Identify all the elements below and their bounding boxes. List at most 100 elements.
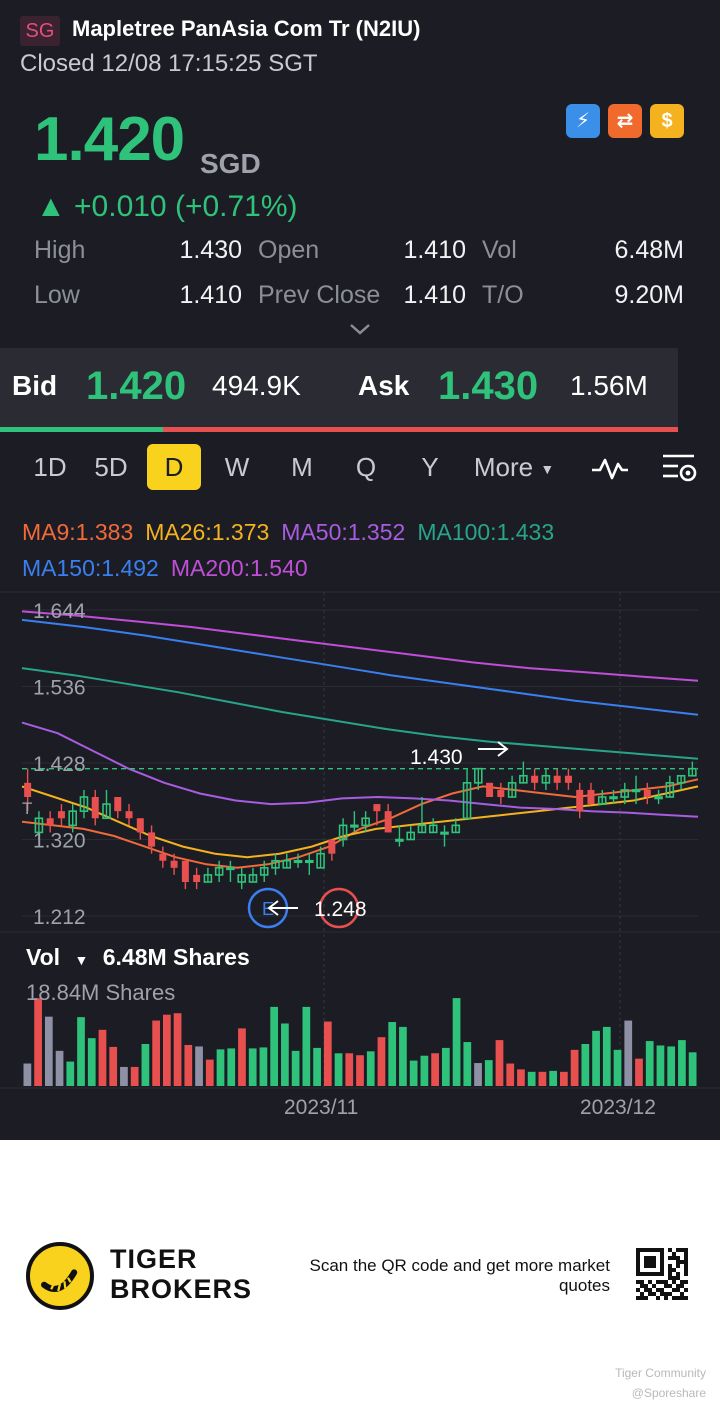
- event-e-label: E: [262, 899, 274, 919]
- tab-daily[interactable]: D: [147, 444, 201, 490]
- qr-module: [652, 1260, 656, 1264]
- qr-module: [636, 1272, 640, 1276]
- volume-indicator[interactable]: Vol ▼ 6.48M Shares: [26, 944, 250, 971]
- arrow-right-icon: [478, 741, 509, 757]
- chevron-down-icon[interactable]: [348, 322, 372, 336]
- qr-module: [660, 1288, 664, 1292]
- volume-bar: [259, 1047, 268, 1086]
- candle-body: [248, 874, 258, 883]
- y-tick-label: 1.212: [33, 906, 86, 929]
- tab-quarterly[interactable]: Q: [355, 452, 377, 482]
- bid-ask-ratio-bar: [0, 427, 678, 432]
- volume-bar: [98, 1029, 107, 1086]
- qr-module: [668, 1256, 672, 1260]
- header: SG Mapletree PanAsia Com Tr (N2IU) Close…: [20, 14, 700, 84]
- ma9-line: [21, 778, 699, 869]
- qr-module: [640, 1280, 644, 1284]
- candle-body: [136, 818, 144, 833]
- brand-name: TIGER BROKERS: [110, 1244, 252, 1304]
- price-chart[interactable]: 1.644 1.536 1.428 1.320 1.212 T 1.430 E 1.248 202…: [0, 586, 720, 1116]
- candle-body: [271, 859, 280, 869]
- volume-bar: [399, 1026, 407, 1086]
- qr-module: [636, 1280, 640, 1284]
- candle-body: [451, 824, 461, 834]
- qr-module: [648, 1292, 652, 1296]
- qr-module: [660, 1252, 664, 1256]
- turnover-value: 9.20M: [614, 281, 684, 309]
- volume-bar: [570, 1049, 579, 1086]
- candle-body: [609, 796, 618, 800]
- qr-module: [676, 1260, 680, 1264]
- candle-body: [125, 811, 133, 819]
- exchange-icon[interactable]: ⇄: [608, 104, 642, 138]
- ma-legend[interactable]: MA9:1.383 MA26:1.373 MA50:1.352 MA100:1.433…: [22, 514, 712, 586]
- prev-close-value: 1.410: [403, 281, 466, 309]
- tab-1d[interactable]: 1D: [33, 452, 67, 482]
- volume-bar: [162, 1014, 171, 1086]
- event-red-marker: [318, 887, 360, 929]
- candle-body: [316, 852, 325, 869]
- qr-module: [660, 1248, 664, 1252]
- badge-group: ⚡ ⇄ $: [566, 104, 686, 138]
- volume-bar: [109, 1046, 118, 1086]
- volume-bar: [130, 1066, 139, 1086]
- arrow-left-icon: [267, 900, 298, 916]
- qr-module: [648, 1260, 652, 1264]
- qr-module: [640, 1272, 644, 1276]
- qr-module: [652, 1264, 656, 1268]
- volume-bar: [356, 1055, 364, 1086]
- qr-module: [648, 1272, 652, 1276]
- qr-module: [656, 1272, 660, 1276]
- low-label: Low: [34, 281, 80, 309]
- volume-bar: [527, 1071, 536, 1086]
- y-tick-label: 1.428: [33, 753, 86, 776]
- qr-module: [676, 1256, 680, 1260]
- qr-module: [636, 1288, 640, 1292]
- chart-settings-icon[interactable]: [660, 452, 700, 484]
- volume-bar: [334, 1053, 343, 1086]
- share-footer: TIGER BROKERS Scan the QR code and get m…: [0, 1140, 720, 1410]
- lightning-icon[interactable]: ⚡: [566, 104, 600, 138]
- tab-more[interactable]: More ▼: [470, 444, 558, 490]
- bid-ask-bar[interactable]: Bid 1.420 494.9K Ask 1.430 1.56M: [0, 348, 678, 432]
- tab-5d[interactable]: 5D: [94, 452, 128, 482]
- currency: SGD: [200, 148, 261, 179]
- qr-module: [660, 1260, 664, 1264]
- dollar-icon[interactable]: $: [650, 104, 684, 138]
- candle-body: [181, 860, 189, 882]
- qr-module: [664, 1280, 668, 1284]
- volume-bar: [238, 1028, 246, 1086]
- qr-module: [668, 1248, 672, 1252]
- candle-body: [576, 789, 584, 812]
- qr-module: [664, 1292, 668, 1296]
- low-annotation: 1.248: [314, 898, 367, 921]
- tab-monthly[interactable]: M: [291, 452, 313, 482]
- qr-module: [684, 1260, 688, 1264]
- qr-code-icon[interactable]: [636, 1248, 688, 1300]
- candle-body: [102, 803, 111, 820]
- qr-module: [680, 1296, 684, 1300]
- qr-module: [648, 1264, 652, 1268]
- qr-module: [644, 1264, 648, 1268]
- volume-bar: [667, 1046, 676, 1086]
- market-flag: SG: [20, 16, 60, 46]
- volume-bar: [227, 1048, 236, 1086]
- volume-bar: [184, 1044, 193, 1086]
- candle-body: [620, 789, 630, 798]
- volume-bar: [474, 1063, 482, 1086]
- qr-module: [636, 1268, 640, 1272]
- ma150-legend: MA150:1.492: [22, 555, 159, 581]
- volume-label: Vol: [482, 236, 517, 264]
- indicator-icon[interactable]: [590, 452, 630, 484]
- volume-bar: [345, 1053, 354, 1086]
- qr-module: [676, 1288, 680, 1292]
- qr-module: [680, 1292, 684, 1296]
- candle-body: [24, 782, 32, 797]
- candle-body: [338, 824, 348, 841]
- volume-bar: [66, 1061, 75, 1086]
- tab-weekly[interactable]: W: [224, 452, 250, 482]
- candle-body: [440, 831, 449, 835]
- candle-body: [373, 804, 381, 812]
- bid-volume: 494.9K: [212, 370, 301, 401]
- tab-yearly[interactable]: Y: [421, 452, 439, 482]
